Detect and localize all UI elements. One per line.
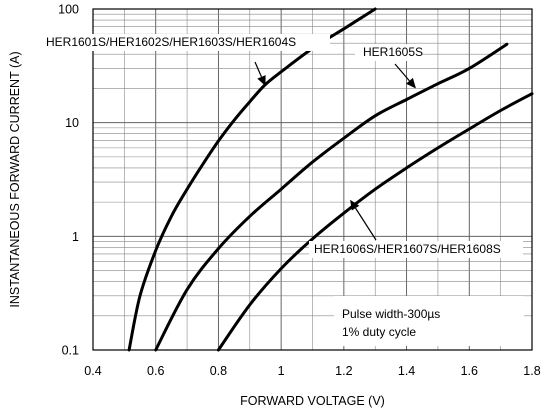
annotation-arrow-head <box>350 199 360 211</box>
x-tick-label: 1.6 <box>461 364 478 378</box>
annotation-background <box>42 34 330 51</box>
annotation-label: HER1606S/HER1607S/HER1608S <box>314 242 501 256</box>
x-tick-label: 1 <box>278 364 285 378</box>
series-line <box>154 42 509 352</box>
annotation-arrow-line <box>254 61 263 78</box>
y-tick-label: 1 <box>72 230 79 244</box>
y-axis-title: INSTANTANEOUS FORWARD CURRENT (A) <box>8 51 22 307</box>
y-tick-label: 10 <box>65 116 79 130</box>
x-tick-label: 1.2 <box>335 364 352 378</box>
x-tick-label: 0.4 <box>84 364 101 378</box>
annotation-background <box>355 44 421 61</box>
x-tick-label: 0.6 <box>147 364 164 378</box>
annotations: HER1601S/HER1602S/HER1603S/HER1604S HER16… <box>42 34 523 258</box>
annotation-arrow-head <box>406 77 416 89</box>
annotation-arrow-line <box>394 63 410 82</box>
plot-frame <box>92 8 533 351</box>
series-line <box>216 92 534 352</box>
x-axis-title: FORWARD VOLTAGE (V) <box>240 394 385 408</box>
y-tick-labels: 0.1 1 10 100 <box>58 3 79 358</box>
y-tick-label: 0.1 <box>62 344 79 358</box>
annotation-arrow-head <box>257 75 266 87</box>
annotation-label: HER1601S/HER1602S/HER1603S/HER1604S <box>46 35 296 49</box>
x-tick-label: 1.8 <box>523 364 540 378</box>
note-line: Pulse width-300µs <box>342 307 440 321</box>
annotation-arrow-line <box>355 207 377 241</box>
annotation-background <box>309 241 523 258</box>
annotation-label: HER1605S <box>363 45 423 59</box>
x-tick-labels: 0.4 0.6 0.8 1 1.2 1.4 1.6 1.8 <box>84 364 540 378</box>
x-tick-label: 1.4 <box>398 364 415 378</box>
x-tick-label: 0.8 <box>210 364 227 378</box>
y-tick-label: 100 <box>58 3 79 17</box>
note-line: 1% duty cycle <box>342 325 416 339</box>
note-box: Pulse width-300µs 1% duty cycle <box>334 296 524 346</box>
